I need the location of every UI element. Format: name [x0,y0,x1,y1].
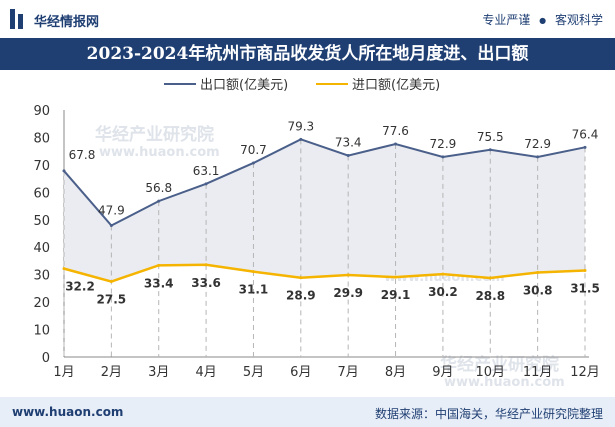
data-source: 数据来源：中国海关，华经产业研究院整理 [374,407,603,421]
data-point-import [394,275,398,279]
data-point-export [583,145,587,149]
data-point-export [346,154,350,158]
data-point-export [441,155,445,159]
data-point-import [62,267,66,271]
x-tick-label: 3月 [148,365,169,380]
data-point-export [536,155,540,159]
data-label-export: 77.6 [382,124,409,138]
title-bar: 2023-2024年杭州市商品收发货人所在地月度进、出口额 [0,38,615,70]
data-label-export: 75.5 [477,130,504,144]
data-label-export: 47.9 [98,204,125,218]
y-tick-label: 90 [33,104,50,119]
x-tick-label: 6月 [290,365,311,380]
x-tick-label: 9月 [432,365,453,380]
x-tick-label: 7月 [338,365,359,380]
data-point-export [394,142,398,146]
y-tick-label: 20 [33,296,50,311]
line-chart: 华经产业研究院www.huaon.com华经产业研究院www.huaon.com… [33,78,600,390]
x-tick-label: 1月 [53,365,74,380]
data-point-import [204,263,208,267]
data-label-import: 30.2 [428,285,458,299]
data-point-import [251,270,255,274]
data-point-export [204,182,208,186]
data-point-import [109,280,113,284]
data-point-import [441,272,445,276]
watermark-text: 华经产业研究院 [440,354,559,375]
x-tick-label: 2月 [101,365,122,380]
data-point-import [299,276,303,280]
series-line-import [63,263,586,283]
data-label-import: 29.9 [333,286,363,300]
data-point-import [157,263,161,267]
data-label-import: 28.8 [475,289,505,303]
data-label-import: 30.8 [523,283,553,297]
data-point-export [251,161,255,165]
data-label-import: 32.2 [65,280,95,294]
data-label-export: 79.3 [287,119,314,133]
slogan-right: 客观科学 [554,13,603,27]
data-label-import: 31.5 [570,282,600,296]
data-label-export: 63.1 [193,164,220,178]
y-tick-label: 80 [33,131,50,146]
data-label-import: 27.5 [97,293,127,307]
area-fill [64,139,585,282]
y-tick-label: 70 [33,159,50,174]
data-label-import: 33.6 [191,276,221,290]
brand-name: 华经情报网 [34,15,100,30]
data-label-export: 56.8 [145,181,172,195]
x-tick-label: 8月 [385,365,406,380]
y-tick-label: 40 [33,241,50,256]
data-label-import: 28.9 [286,289,316,303]
x-tick-label: 10月 [475,365,505,380]
data-label-export: 76.4 [572,127,599,141]
slogan-separator: ● [539,16,547,25]
data-label-import: 33.4 [144,276,174,290]
watermark-url: www.huaon.com [99,145,220,160]
data-point-export [62,169,66,173]
legend-label-import: 进口额(亿美元) [352,78,440,93]
data-label-export: 72.9 [524,137,551,151]
logo-icon [10,9,23,29]
data-point-import [536,270,540,274]
watermark-text: 华经产业研究院 [95,124,214,145]
y-tick-label: 30 [33,269,50,284]
slogan: 专业严谨 ● 客观科学 [482,11,603,28]
y-tick-label: 60 [33,186,50,201]
legend-label-export: 出口额(亿美元) [200,78,288,93]
data-point-export [299,137,303,141]
x-tick-label: 11月 [523,365,553,380]
website-link[interactable]: www.huaon.com [12,405,124,419]
data-point-import [346,273,350,277]
y-tick-label: 50 [33,214,50,229]
chart-title: 2023-2024年杭州市商品收发货人所在地月度进、出口额 [86,44,529,64]
data-label-export: 67.8 [69,148,96,162]
x-tick-label: 12月 [570,365,600,380]
x-tick-label: 5月 [243,365,264,380]
bottom-bar: www.huaon.com 数据来源：中国海关，华经产业研究院整理 [0,397,615,427]
data-label-import: 29.1 [381,288,411,302]
data-point-import [488,276,492,280]
data-label-import: 31.1 [239,283,269,297]
data-point-export [157,199,161,203]
data-label-export: 70.7 [240,143,267,157]
watermark-url: www.huaon.com [444,375,565,390]
data-label-export: 73.4 [335,136,362,150]
slogan-left: 专业严谨 [482,13,531,27]
top-bar: 华经情报网 专业严谨 ● 客观科学 [0,0,615,38]
series-line-export [63,138,586,227]
y-tick-label: 10 [33,324,50,339]
data-point-export [488,148,492,152]
data-point-export [109,224,113,228]
data-point-import [583,269,587,273]
y-tick-label: 0 [42,351,50,366]
x-tick-label: 4月 [195,365,216,380]
data-label-export: 72.9 [430,137,457,151]
